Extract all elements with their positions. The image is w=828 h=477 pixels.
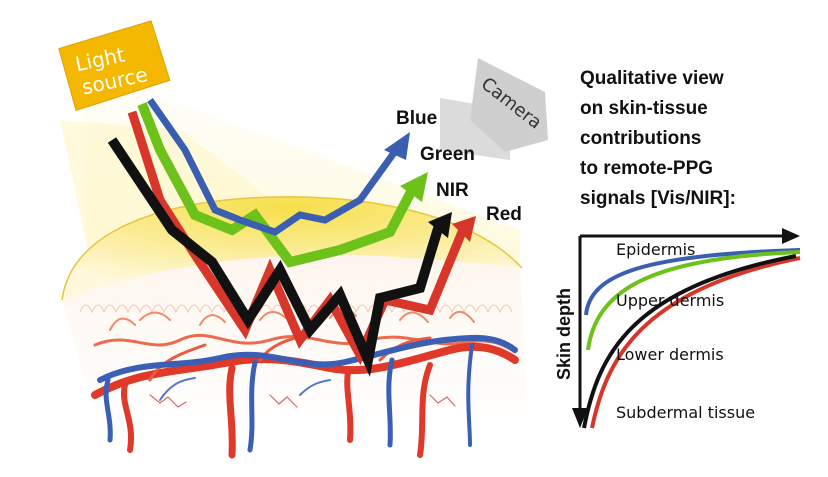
green-label: Green	[420, 144, 475, 165]
x-axis-arrowhead	[782, 228, 800, 244]
camera-body	[470, 58, 548, 152]
title-block: Qualitative view on skin-tissue contribu…	[580, 68, 736, 209]
blue-label: Blue	[396, 108, 437, 129]
plexus	[149, 394, 456, 408]
layer-label-upper-dermis: Upper dermis	[616, 291, 724, 310]
green-arrowhead	[400, 172, 428, 202]
layer-label-subdermal: Subdermal tissue	[616, 403, 755, 422]
blue-path	[147, 97, 399, 236]
vein	[97, 334, 518, 383]
nir-arrowhead	[428, 212, 452, 238]
blue-arrowhead	[384, 132, 410, 160]
layer-label-lower-dermis: Lower dermis	[616, 345, 724, 364]
green-curve	[586, 250, 801, 351]
layer-label-epidermis: Epidermis	[616, 240, 695, 259]
vein	[466, 343, 474, 447]
y-axis-label: Skin depth	[554, 288, 574, 380]
artery	[121, 382, 134, 453]
vein	[247, 359, 258, 453]
red-label: Red	[486, 204, 522, 225]
artery	[226, 364, 236, 459]
title-line-3: contributions	[580, 128, 701, 149]
nir-curve	[582, 254, 797, 429]
blue-curve	[584, 248, 801, 316]
nir-path	[107, 137, 445, 377]
camera: Camera	[440, 58, 548, 160]
title-line-5: signals [Vis/NIR]:	[580, 188, 736, 209]
y-axis-arrowhead	[572, 408, 588, 428]
artery	[91, 342, 519, 399]
green-path	[137, 102, 417, 268]
title-line-4: to remote-PPG	[580, 158, 713, 179]
red-curve	[590, 256, 801, 429]
vein	[159, 377, 331, 401]
capillary	[93, 333, 517, 354]
artery	[417, 362, 433, 458]
title-line-2: on skin-tissue	[580, 98, 708, 119]
title-line-1: Qualitative view	[580, 68, 724, 89]
light-paths	[107, 97, 476, 377]
depth-chart: Epidermis Upper dermis Lower dermis Subd…	[554, 228, 801, 429]
nir-label: NIR	[436, 180, 469, 201]
vein	[386, 357, 395, 448]
vein	[103, 377, 113, 443]
red-arrowhead	[452, 216, 476, 242]
artery	[344, 369, 354, 443]
light-source: Light source	[58, 20, 171, 112]
